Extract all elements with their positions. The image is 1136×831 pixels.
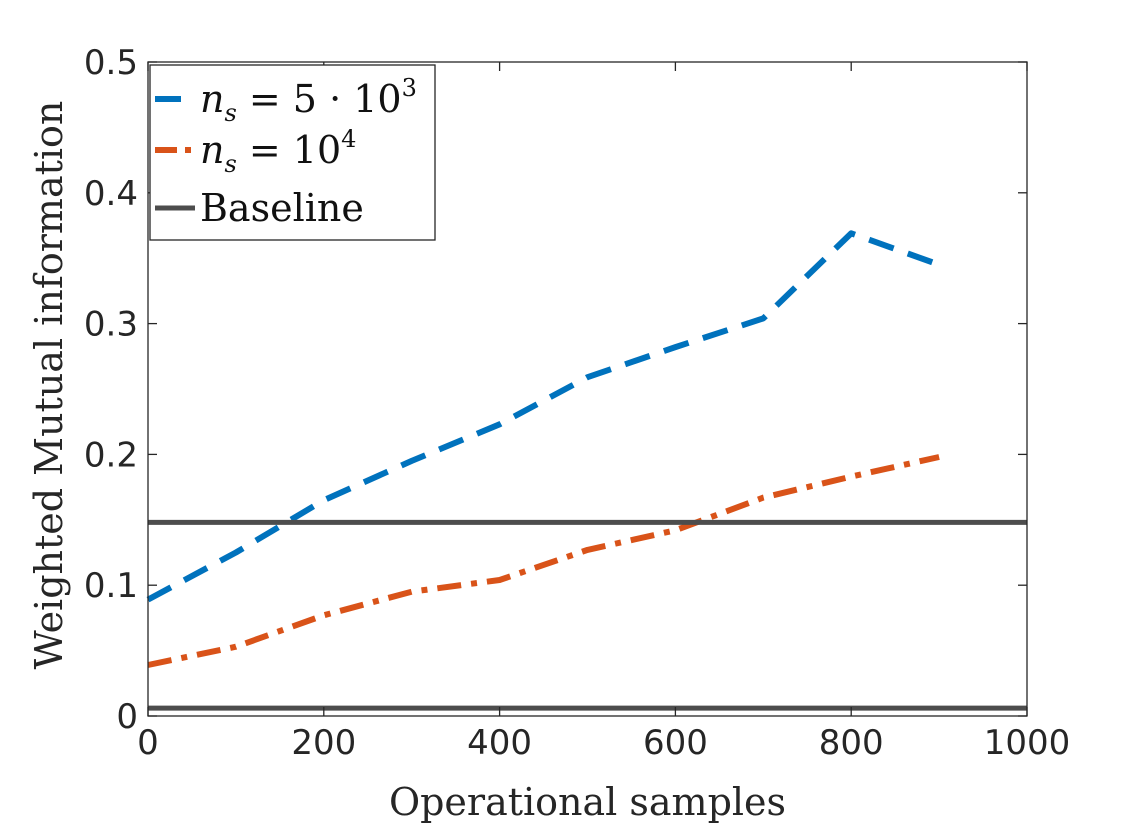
legend-sup: 4: [341, 125, 356, 153]
series-line-1: [146, 230, 941, 603]
x-tick-label: 200: [291, 723, 356, 763]
legend-sub: s: [224, 99, 236, 127]
x-tick-label: 400: [467, 723, 532, 763]
plot-area: [146, 230, 1027, 711]
legend-label-2: ns = 104: [200, 125, 356, 178]
legend-var: n: [200, 77, 224, 121]
legend-label-3: Baseline: [200, 186, 364, 230]
legend-eq: = 5 · 10: [237, 77, 402, 121]
y-tick-label: 0.4: [84, 174, 138, 214]
y-tick-label: 0.3: [84, 305, 138, 345]
axes: 0 200 400 600 800 1000 0 0.1 0.2 0.3 0.4 0.5: [84, 43, 1070, 763]
x-tick-label: 0: [137, 723, 159, 763]
y-tick-label: 0.1: [84, 566, 138, 606]
axes-frame: [147, 61, 1028, 717]
legend-eq: = 10: [237, 128, 341, 172]
y-tick-label: 0.2: [84, 435, 138, 475]
legend-sub: s: [224, 150, 236, 178]
y-axis-title: Weighted Mutual information: [27, 101, 71, 670]
x-tick-label: 600: [643, 723, 708, 763]
series-line-2: [147, 454, 940, 668]
y-tick-label: 0: [116, 697, 138, 737]
legend-sup: 3: [402, 74, 417, 102]
y-tick-label: 0.5: [84, 43, 138, 83]
x-axis-title: Operational samples: [389, 780, 786, 824]
legend-var: n: [200, 128, 224, 172]
legend-label-1: ns = 5 · 103: [200, 74, 417, 127]
legend-box: [149, 64, 436, 241]
x-tick-label: 800: [819, 723, 884, 763]
x-tick-label: 1000: [984, 723, 1071, 763]
